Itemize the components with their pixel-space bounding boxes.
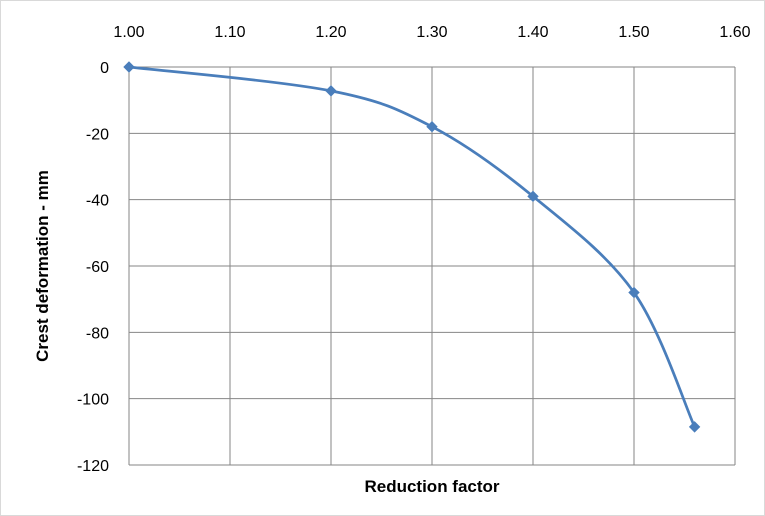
data-point-marker [426,120,438,133]
y-tick-label: -60 [86,259,109,276]
y-tick-label: -20 [86,126,109,143]
grid-lines [128,66,736,466]
series-line [128,65,696,428]
data-point-marker [325,85,337,97]
x-tick-label: 1.60 [719,24,750,41]
data-point-marker [688,421,701,433]
x-axis-title: Reduction factor [364,477,499,496]
series-layer [123,61,701,433]
data-point-marker [628,286,640,299]
x-tick-labels: 1.00 1.10 1.20 1.30 1.40 1.50 1.60 [113,24,750,41]
y-tick-labels: 0 -20 -40 -60 -80 -100 -120 [77,60,109,475]
y-tick-label: -40 [86,193,109,210]
x-tick-label: 1.30 [416,24,447,41]
x-tick-label: 1.50 [618,24,649,41]
data-point-marker [527,190,539,203]
x-tick-label: 1.00 [113,24,144,41]
y-tick-label: -120 [77,458,109,475]
x-tick-label: 1.10 [214,24,245,41]
y-tick-label: -80 [86,325,109,342]
y-tick-label: 0 [100,60,109,77]
x-tick-label: 1.40 [517,24,548,41]
data-point-marker [123,61,135,73]
x-tick-label: 1.20 [315,24,346,41]
y-axis-title: Crest deformation - mm [33,170,52,362]
y-tick-label: -100 [77,392,109,409]
